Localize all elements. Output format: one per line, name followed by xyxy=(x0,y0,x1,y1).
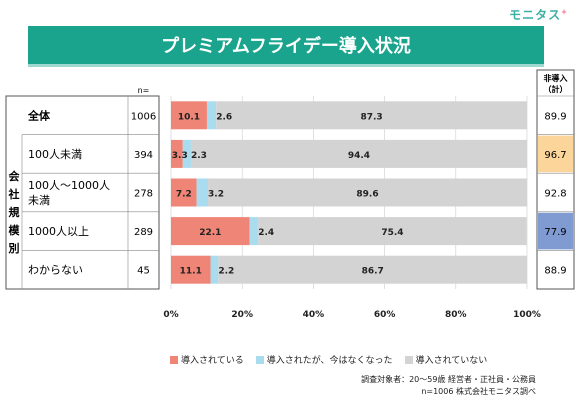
bar-data-label: 87.3 xyxy=(360,112,382,122)
brand-logo: モニタス+ xyxy=(509,8,568,22)
bar-data-label: 75.4 xyxy=(381,228,403,238)
legend-swatch xyxy=(255,355,264,364)
bar-segment xyxy=(208,178,528,207)
n-column-header: n= xyxy=(138,86,150,95)
non-adoption-value: 92.8 xyxy=(544,189,566,200)
group-label-char: 社 xyxy=(8,187,20,201)
n-value: 45 xyxy=(137,266,150,277)
notes-line-2: n=1006 株式会社モニタス調べ xyxy=(421,387,536,396)
bar-segment xyxy=(196,178,209,207)
bar-segment xyxy=(249,217,259,246)
bar-data-label: 3.3 xyxy=(172,151,188,161)
x-tick-label: 20% xyxy=(231,310,253,320)
category-label: 全体 xyxy=(27,108,51,122)
n-value: 278 xyxy=(134,189,153,200)
x-tick-label: 80% xyxy=(445,310,467,320)
x-tick-label: 60% xyxy=(374,310,396,320)
non-adoption-value: 96.7 xyxy=(544,150,566,161)
category-label: 100人～1000人 xyxy=(28,179,110,192)
page-title: プレミアムフライデー導入状況 xyxy=(28,26,544,64)
x-tick-label: 0% xyxy=(163,310,178,320)
non-adoption-value: 77.9 xyxy=(544,227,566,238)
non-adoption-highlight xyxy=(538,135,573,173)
non-adoption-value: 89.9 xyxy=(544,111,566,122)
bar-data-label: 7.2 xyxy=(176,190,192,200)
legend-item-discontinued: 導入されたが、今はなくなった xyxy=(255,353,393,366)
bar-data-label: 2.4 xyxy=(258,228,274,238)
group-label-char: 別 xyxy=(8,241,20,255)
group-label-char: 会 xyxy=(9,169,21,183)
bar-data-label: 3.2 xyxy=(208,190,224,200)
category-label: 未満 xyxy=(28,194,50,207)
bar-data-label: 11.1 xyxy=(180,267,202,277)
notes-line-1: 調査対象者：20～59歳 経営者・正社員・公務員 xyxy=(361,375,536,384)
bar-data-label: 10.1 xyxy=(178,112,200,122)
bar-segment xyxy=(171,101,207,130)
non-adoption-header-sub: （計） xyxy=(544,84,568,94)
title-underline xyxy=(28,64,544,67)
bar-segment xyxy=(258,217,527,246)
bar-data-label: 2.2 xyxy=(218,267,234,277)
non-adoption-value: 88.9 xyxy=(544,266,566,277)
bar-data-label: 2.3 xyxy=(191,151,207,161)
bar-segment xyxy=(190,139,527,168)
bar-segment xyxy=(171,178,197,207)
bar-segment xyxy=(171,217,250,246)
legend-swatch xyxy=(404,355,413,364)
n-value: 289 xyxy=(134,227,153,238)
survey-notes: 調査対象者：20～59歳 経営者・正社員・公務員 n=1006 株式会社モニタス… xyxy=(361,374,536,398)
legend-swatch xyxy=(170,355,178,364)
group-label-char: 規 xyxy=(9,205,20,219)
bar-data-label: 86.7 xyxy=(362,267,384,277)
legend-item-not-adopted: 導入されていない xyxy=(404,353,487,366)
x-tick-label: 40% xyxy=(303,310,325,320)
n-value: 394 xyxy=(134,150,153,161)
bar-segment xyxy=(171,139,183,168)
category-label: 100人未満 xyxy=(28,148,82,161)
legend-item-adopted: 導入されている xyxy=(170,353,244,366)
group-label-char: 模 xyxy=(9,223,21,237)
non-adoption-highlight xyxy=(538,212,573,250)
bar-data-label: 22.1 xyxy=(199,228,221,238)
chart-legend: 導入されている 導入されたが、今はなくなった 導入されていない xyxy=(170,353,487,366)
category-label: 1000人以上 xyxy=(28,225,89,238)
bar-segment xyxy=(216,101,527,130)
x-tick-label: 100% xyxy=(513,310,541,320)
bar-data-label: 89.6 xyxy=(356,190,378,200)
bar-data-label: 2.6 xyxy=(216,112,232,122)
category-label: わからない xyxy=(28,264,83,277)
bar-segment xyxy=(182,139,191,168)
bar-segment xyxy=(210,255,219,284)
non-adoption-column-border xyxy=(536,69,575,290)
bar-segment xyxy=(206,101,217,130)
n-value: 1006 xyxy=(131,111,156,122)
category-table-border xyxy=(5,95,160,290)
non-adoption-header: 非導入 xyxy=(544,73,568,83)
bar-data-label: 94.4 xyxy=(348,151,370,161)
bar-segment xyxy=(171,255,211,284)
bar-segment xyxy=(218,255,527,284)
